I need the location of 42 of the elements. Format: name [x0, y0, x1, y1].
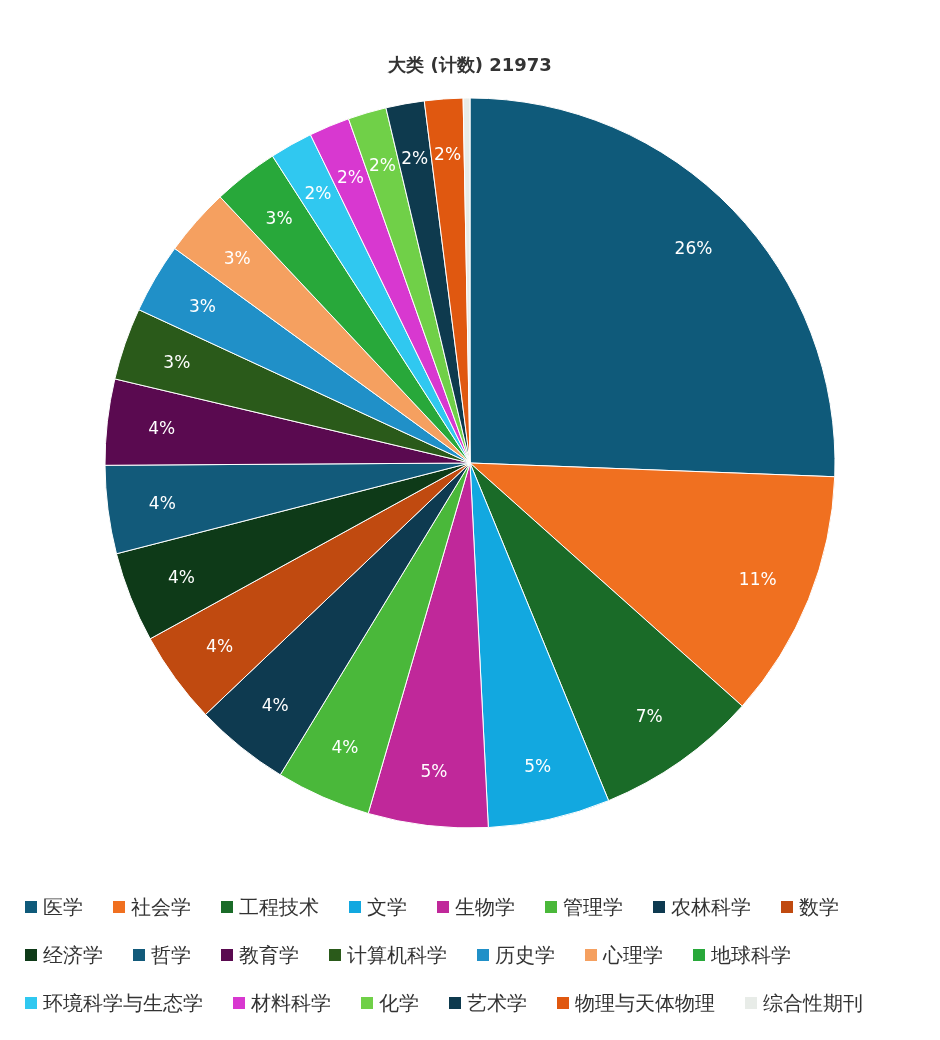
legend-label: 哲学	[151, 943, 191, 967]
data-label: 2%	[304, 182, 332, 203]
legend-label: 教育学	[239, 943, 299, 967]
data-label: 2%	[369, 155, 396, 176]
legend-label: 化学	[379, 991, 419, 1015]
legend-label: 艺术学	[467, 991, 527, 1015]
data-label: 4%	[148, 417, 176, 438]
chart-title: 大类 (计数) 21973	[387, 53, 552, 75]
data-label: 2%	[336, 166, 364, 187]
legend-label: 工程技术	[239, 895, 319, 919]
data-label: 26%	[674, 237, 713, 258]
data-label: 3%	[163, 351, 191, 372]
legend-label: 数学	[799, 895, 839, 919]
legend-label: 经济学	[43, 943, 103, 967]
legend-label: 文学	[367, 895, 407, 919]
data-label: 2%	[434, 143, 462, 164]
data-label: 5%	[420, 761, 448, 782]
data-label: 11%	[738, 569, 777, 590]
legend-label: 管理学	[563, 895, 623, 919]
legend-label: 历史学	[495, 943, 555, 967]
legend-label: 地球科学	[710, 943, 791, 967]
legend-label: 环境科学与生态学	[43, 991, 203, 1015]
data-label: 7%	[635, 706, 663, 727]
data-label: 3%	[265, 208, 293, 229]
data-label: 4%	[261, 694, 289, 715]
data-label: 4%	[331, 736, 359, 757]
legend-label: 社会学	[131, 895, 191, 919]
data-label: 2%	[401, 147, 429, 168]
legend-label: 医学	[43, 895, 83, 919]
legend-label: 材料科学	[250, 991, 331, 1015]
legend-label: 综合性期刊	[763, 991, 863, 1015]
data-label: 4%	[168, 567, 196, 588]
data-label: 4%	[148, 492, 176, 513]
data-label: 3%	[188, 295, 216, 316]
data-label: 5%	[524, 755, 552, 776]
legend-label: 计算机科学	[347, 943, 447, 967]
data-label: 4%	[206, 636, 234, 657]
data-label: 3%	[223, 247, 251, 268]
legend-label: 物理与天体物理	[575, 991, 715, 1015]
legend-label: 心理学	[602, 943, 663, 967]
legend-label: 生物学	[455, 895, 515, 919]
legend-label: 农林科学	[671, 895, 751, 919]
